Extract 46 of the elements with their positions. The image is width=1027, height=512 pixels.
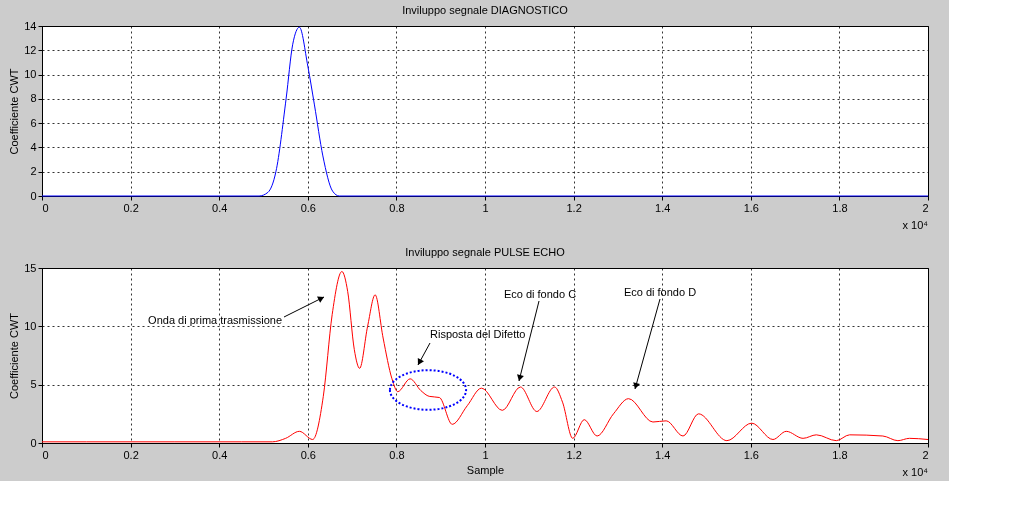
y-tick-label: 6 <box>30 116 37 129</box>
y-tick-label: 0 <box>30 436 37 449</box>
y-tick-label: 8 <box>30 92 37 105</box>
x-tick-label: 0.4 <box>212 201 228 214</box>
x-tick-label: 1.6 <box>743 448 759 461</box>
annotation: Eco di fondo D <box>623 286 697 298</box>
text: x 10⁴ <box>902 219 929 231</box>
y-axis-title: Coefficiente CWT <box>8 68 21 155</box>
x-tick-label: 2 <box>922 201 929 214</box>
line-series <box>41 26 929 197</box>
x-tick-label: 1.2 <box>566 201 582 214</box>
y-tick-label: 2 <box>30 165 37 178</box>
x-tick-label: 1 <box>482 448 489 461</box>
x-tick-label: 1.4 <box>655 201 671 214</box>
x-tick-label: 1 <box>482 201 489 214</box>
y-tick-label: 0 <box>30 189 37 202</box>
x-tick-label: 1.8 <box>832 448 848 461</box>
x-tick-label: 1.2 <box>566 448 582 461</box>
x-axis-title: Sample <box>466 463 505 476</box>
x-tick-label: 0.2 <box>123 201 139 214</box>
y-axis-title: Coefficiente CWT <box>8 312 21 399</box>
x-tick-label: 0.6 <box>300 448 316 461</box>
chart-title: Inviluppo segnale PULSE ECHO <box>405 246 566 258</box>
x-tick-label: 0.2 <box>123 448 139 461</box>
x-tick-label: 0 <box>42 201 49 214</box>
x-tick-label: 0 <box>42 448 49 461</box>
y-tick-label: 15 <box>24 261 37 274</box>
x-tick-label: 2 <box>922 448 929 461</box>
annotation: Onda di prima trasmissione <box>148 314 282 326</box>
y-tick-label: 12 <box>24 43 37 56</box>
x-tick-label: 1.6 <box>743 201 759 214</box>
x-tick-label: 1.4 <box>655 448 671 461</box>
y-tick-label: 4 <box>30 140 37 153</box>
x-tick-label: 0.6 <box>300 201 316 214</box>
x-tick-label: 1.8 <box>832 201 848 214</box>
annotation: Eco di fondo C <box>503 288 577 300</box>
y-tick-label: 10 <box>24 319 37 332</box>
chart-title: Inviluppo segnale DIAGNOSTICO <box>402 4 569 16</box>
y-tick-label: 10 <box>24 68 37 81</box>
y-tick-label: 5 <box>30 378 37 391</box>
x-tick-label: 0.4 <box>212 448 228 461</box>
annotation: Risposta del Difetto <box>430 328 526 340</box>
y-tick-label: 14 <box>24 19 37 32</box>
x-tick-label: 0.8 <box>389 448 405 461</box>
text: x 10⁴ <box>902 466 929 478</box>
x-tick-label: 0.8 <box>389 201 405 214</box>
